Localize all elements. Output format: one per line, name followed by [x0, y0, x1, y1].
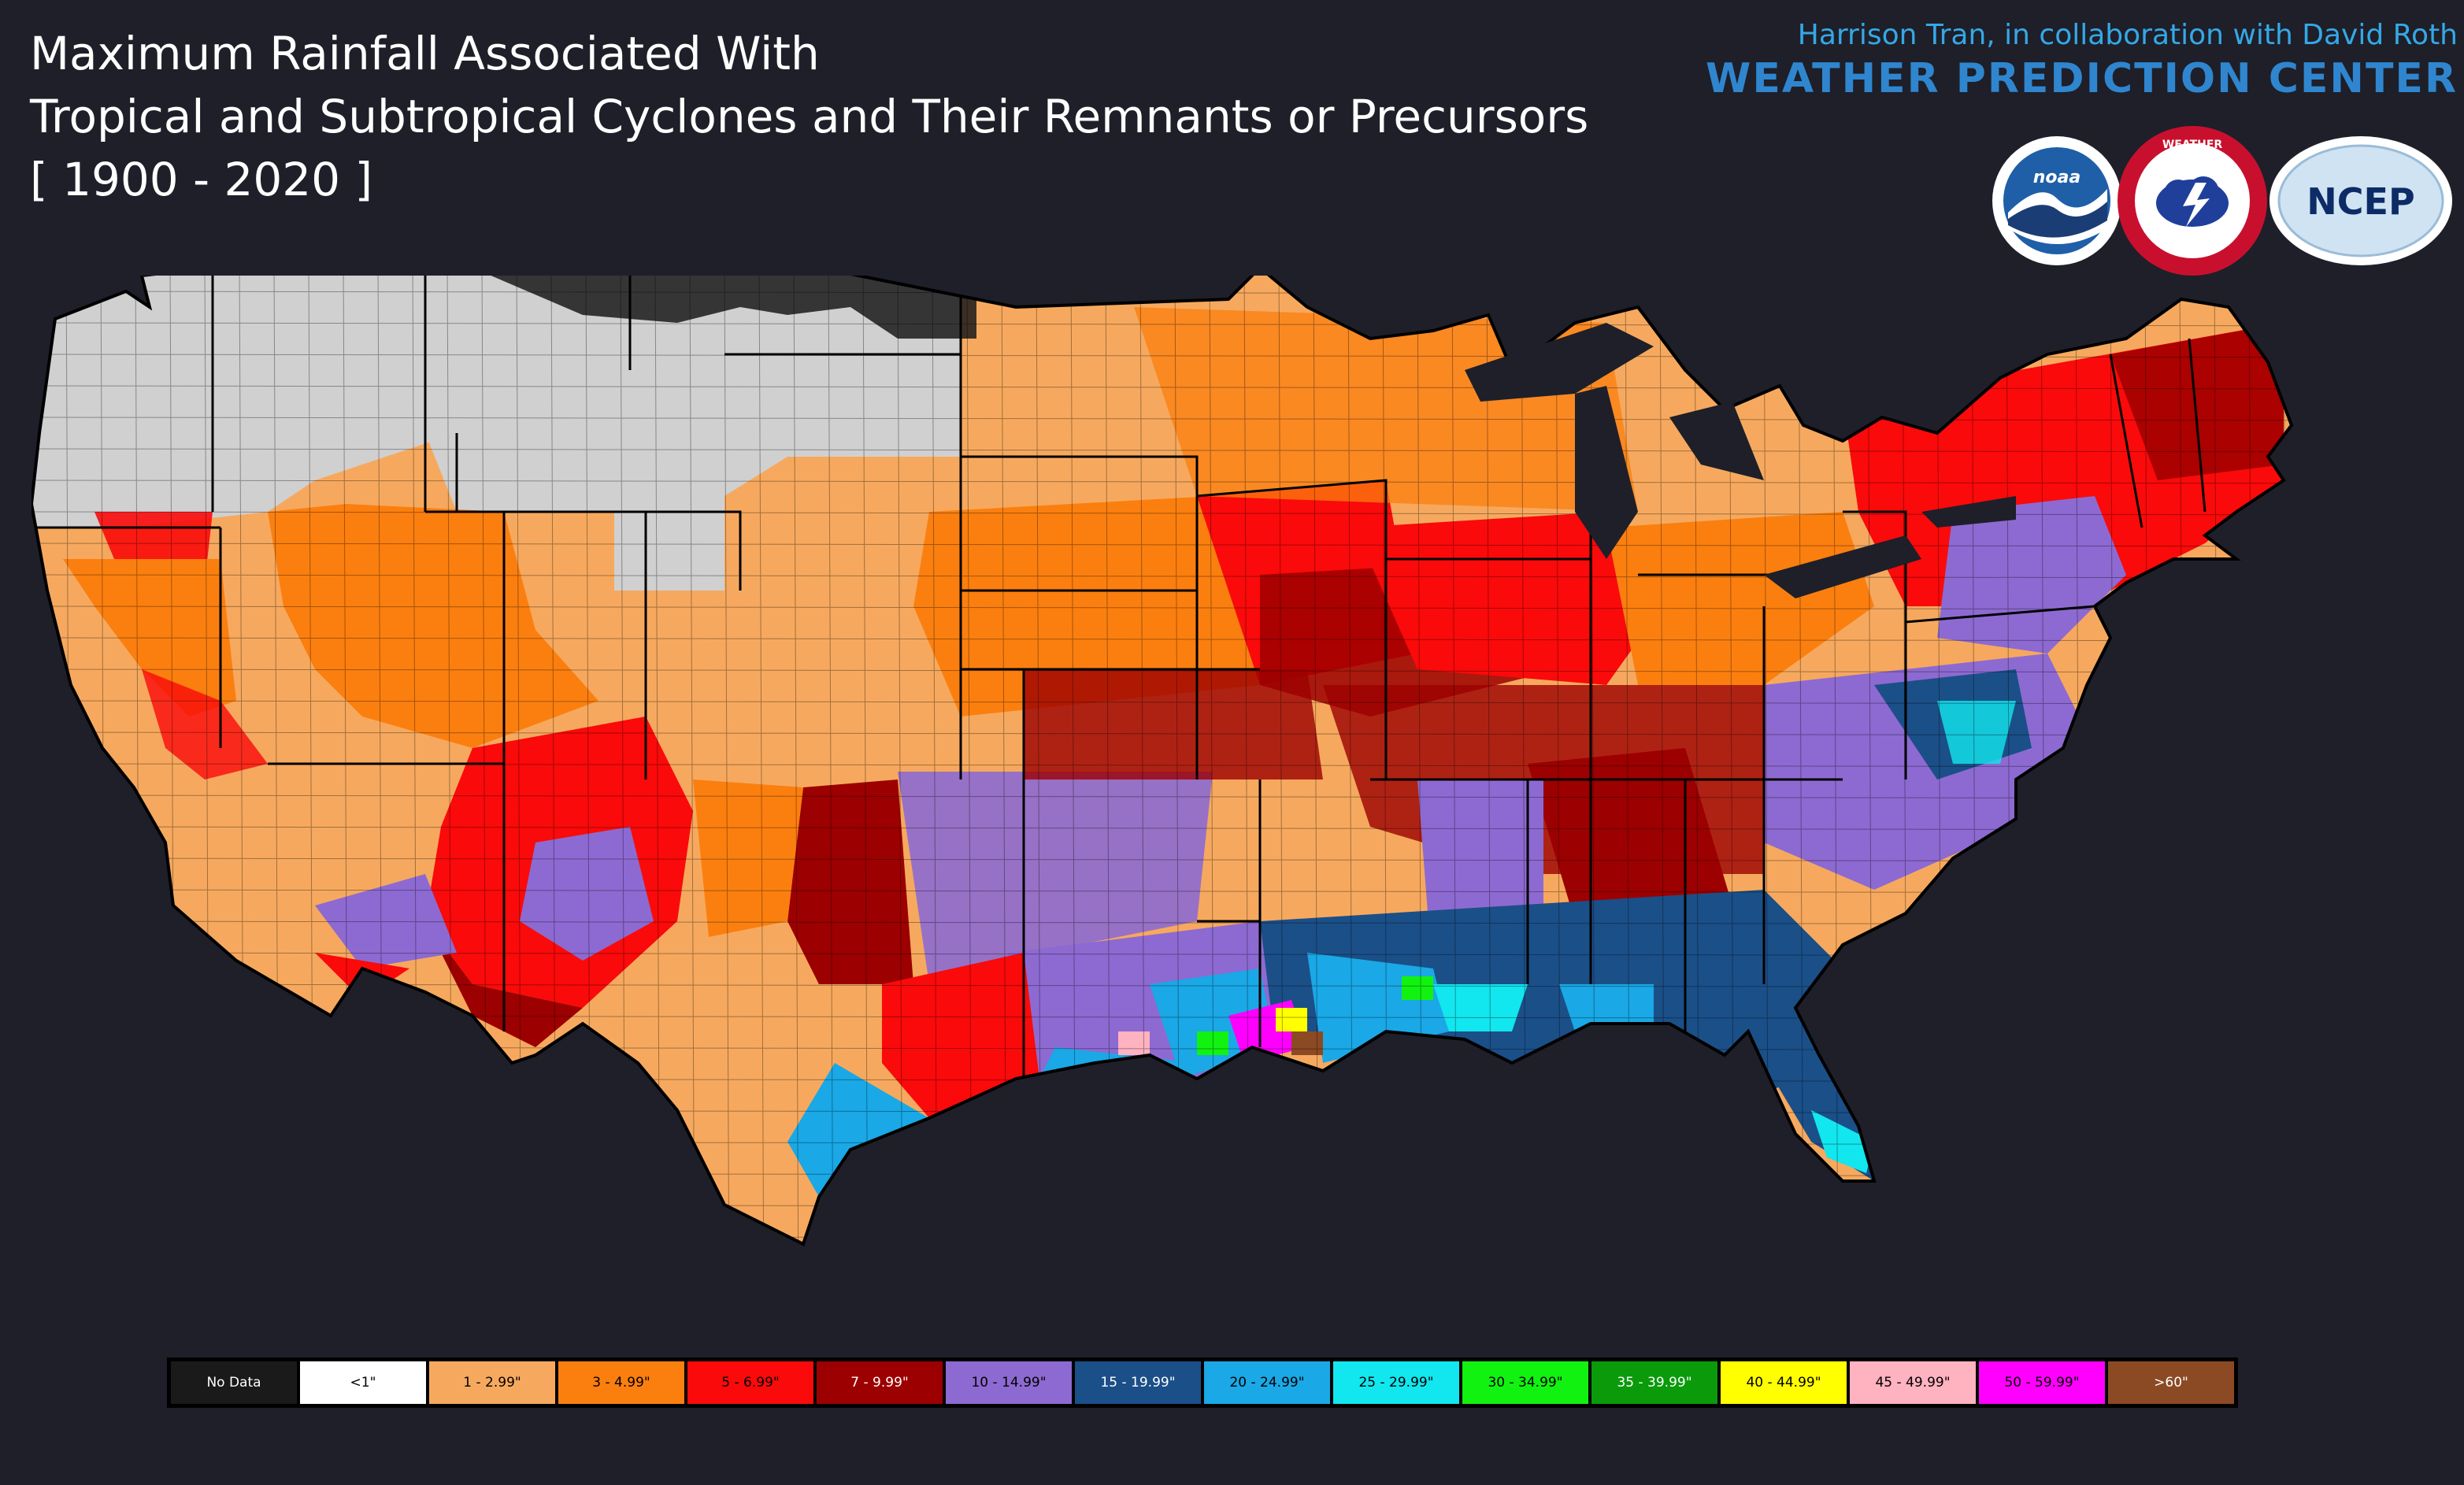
legend-item: 5 - 6.99": [686, 1360, 815, 1405]
svg-text:NCEP: NCEP: [2307, 180, 2414, 223]
ncep-logo: NCEP: [2269, 136, 2452, 265]
legend-item: 50 - 59.99": [1977, 1360, 2106, 1405]
title-line-3: [ 1900 - 2020 ]: [30, 153, 373, 206]
nws-logo: WEATHER: [2118, 126, 2267, 276]
legend-item: 1 - 2.99": [428, 1360, 557, 1405]
state-borders: [31, 276, 2206, 1079]
legend-item: 7 - 9.99": [815, 1360, 944, 1405]
legend-item: 25 - 29.99": [1332, 1360, 1461, 1405]
legend-item: 3 - 4.99": [557, 1360, 686, 1405]
legend-item: <1": [298, 1360, 428, 1405]
title-line-2: Tropical and Subtropical Cyclones and Th…: [30, 90, 1589, 143]
legend-item: No Data: [169, 1360, 298, 1405]
great-lakes: [1465, 323, 2016, 598]
map-title: Maximum Rainfall Associated With Tropica…: [30, 22, 1588, 211]
legend-item: >60": [2106, 1360, 2236, 1405]
svg-text:noaa: noaa: [2033, 168, 2081, 187]
legend-item: 20 - 24.99": [1202, 1360, 1332, 1405]
rainfall-legend: No Data <1" 1 - 2.99" 3 - 4.99" 5 - 6.99" 7 -…: [167, 1357, 2238, 1408]
legend-item: 40 - 44.99": [1719, 1360, 1848, 1405]
noaa-logo: noaa: [1992, 136, 2121, 265]
legend-item: 30 - 34.99": [1461, 1360, 1590, 1405]
rainfall-map: [31, 276, 2293, 1246]
rainfall-zones: [31, 276, 2292, 1244]
legend-item: 15 - 19.99": [1073, 1360, 1202, 1405]
author-credit: Harrison Tran, in collaboration with Dav…: [1797, 19, 2458, 51]
legend-item: 35 - 39.99": [1590, 1360, 1719, 1405]
agency-logos: noaa WEATHER NCEP: [1992, 126, 2452, 276]
title-line-1: Maximum Rainfall Associated With: [30, 27, 820, 80]
organization-name: WEATHER PREDICTION CENTER: [1706, 55, 2458, 102]
legend-item: 45 - 49.99": [1848, 1360, 1977, 1405]
svg-text:WEATHER: WEATHER: [2162, 139, 2223, 151]
legend-item: 10 - 14.99": [944, 1360, 1073, 1405]
